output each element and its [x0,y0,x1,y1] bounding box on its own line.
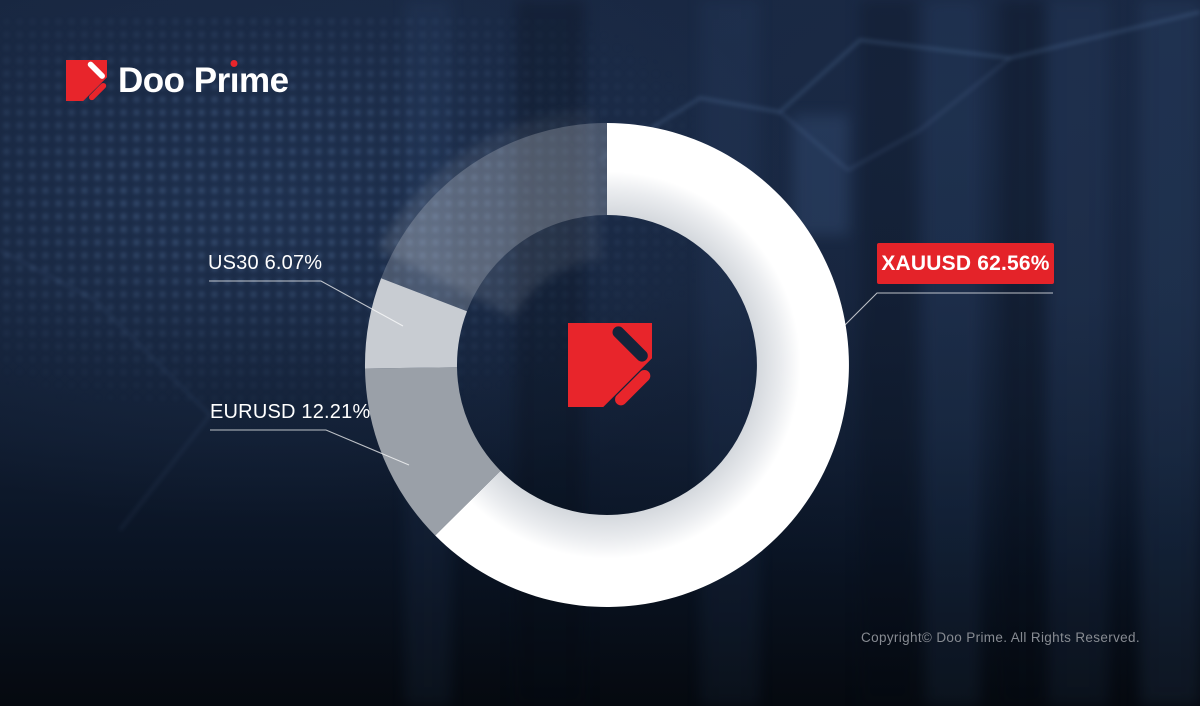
donut-segment-xauusd [435,123,849,607]
leader-lines [209,280,1053,466]
doo-prime-logo-icon [66,60,107,101]
donut-segments-group [364,123,849,607]
doo-prime-logo: Doo Prı me [66,60,289,101]
leader-line-xauusd [842,292,1053,328]
copyright-text: Copyright© Doo Prime. All Rights Reserve… [861,630,1140,645]
doo-prime-wordmark: Doo Prı me [118,60,289,101]
doo-prime-center-logo-icon [568,323,652,407]
donut-segment-eurusd [365,367,501,536]
wordmark-pre: Doo Pr [118,61,230,100]
red-i-dot [230,60,238,67]
wordmark-i: ı [229,60,239,100]
leader-line-eurusd [210,429,410,466]
label-eurusd: EURUSD 12.21% [210,401,371,423]
label-us30: US30 6.07% [208,252,323,274]
decorative-highlight-wedge [378,109,602,318]
donut-segment-other [381,123,607,312]
label-xauusd-highlight-box: XAUUSD 62.56% [877,243,1054,284]
donut-segment-us30 [364,278,467,369]
leader-line-us30 [209,280,404,327]
wordmark-post: me [238,61,289,100]
